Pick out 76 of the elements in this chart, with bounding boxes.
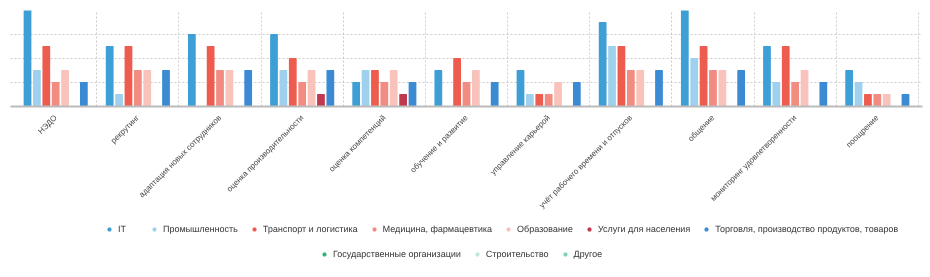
legend-label: Строительство: [486, 249, 549, 259]
bar: [162, 70, 170, 106]
bar: [782, 46, 790, 106]
bar: [554, 82, 562, 106]
bar: [390, 70, 398, 106]
bar: [124, 46, 132, 106]
bar: [472, 70, 480, 106]
bar: [33, 70, 41, 106]
bar: [718, 70, 726, 106]
bar: [308, 70, 316, 106]
bar: [902, 94, 910, 106]
bar: [845, 70, 854, 106]
bar: [106, 46, 114, 106]
bar: [700, 46, 708, 106]
bar: [772, 82, 780, 106]
bar: [408, 82, 416, 106]
bar: [326, 70, 334, 106]
bar: [763, 46, 771, 106]
bar: [371, 70, 379, 106]
bar: [636, 70, 644, 106]
bar: [216, 70, 224, 106]
bar: [737, 70, 746, 106]
bar: [462, 82, 470, 106]
bar: [206, 46, 215, 106]
legend-label: Медицина, фармацевтика: [382, 224, 492, 234]
legend-label: Другое: [574, 249, 602, 259]
bar: [572, 82, 581, 106]
bar: [819, 82, 828, 106]
bar: [453, 58, 461, 106]
bar: [380, 82, 388, 106]
bar: [298, 82, 306, 106]
bar: [143, 70, 152, 106]
bar: [626, 70, 635, 106]
bar: [791, 82, 800, 106]
bar: [854, 82, 862, 106]
bar: [690, 58, 698, 106]
legend-label: Образование: [517, 224, 573, 234]
bar: [280, 70, 288, 106]
bar: [873, 94, 882, 106]
bar: [244, 70, 252, 106]
bar: [24, 10, 32, 106]
bar: [598, 22, 607, 106]
bar: [115, 94, 123, 106]
bar: [317, 94, 325, 106]
bar: [709, 70, 717, 106]
bar: [535, 94, 544, 106]
legend-label: Услуги для населения: [598, 224, 690, 234]
bar: [52, 82, 60, 106]
bar: [188, 34, 196, 106]
bar: [270, 34, 278, 106]
legend-label: Промышленность: [163, 224, 238, 234]
bar: [490, 82, 499, 106]
bar: [882, 94, 891, 106]
bar: [226, 70, 234, 106]
bar: [544, 94, 553, 106]
bar: [434, 70, 442, 106]
legend-label: IT: [118, 224, 127, 234]
legend-label: Торговля, производство продуктов, товаров: [715, 224, 898, 234]
bar: [42, 46, 50, 106]
bar: [288, 58, 297, 106]
bar: [655, 70, 663, 106]
bar: [399, 94, 407, 106]
bar: [134, 70, 142, 106]
bar: [864, 94, 872, 106]
bar: [800, 70, 808, 106]
bar: [362, 70, 370, 106]
legend-label: Транспорт и логистика: [262, 224, 358, 234]
bar: [680, 10, 689, 106]
bar: [526, 94, 534, 106]
bar: [352, 82, 360, 106]
bar: [608, 46, 616, 106]
legend-label: Государственные организации: [333, 249, 461, 259]
bar: [516, 70, 524, 106]
bar: [618, 46, 626, 106]
bar: [80, 82, 88, 106]
bar: [61, 70, 69, 106]
